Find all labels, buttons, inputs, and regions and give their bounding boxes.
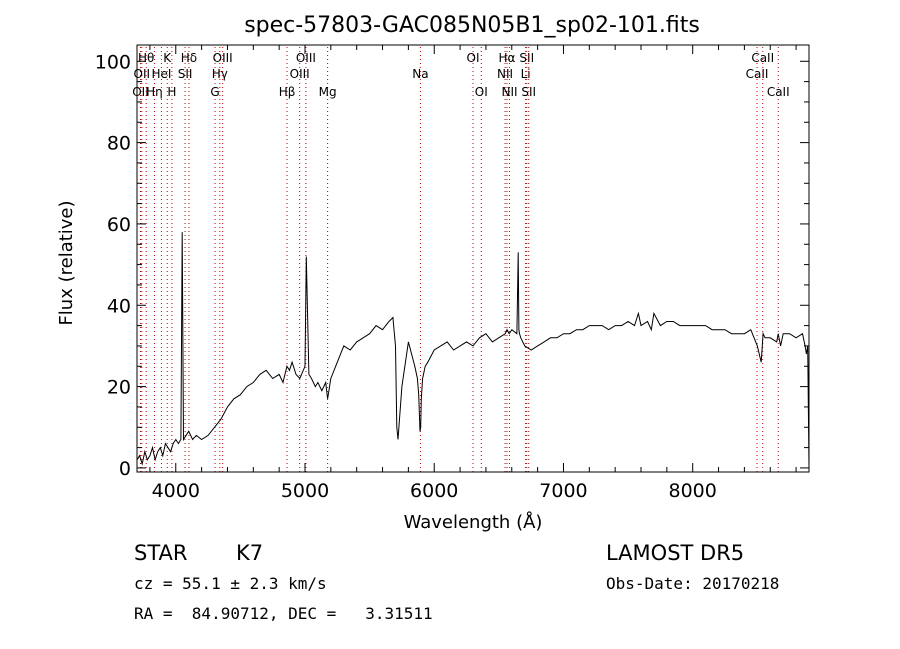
- x-tick-label: 6000: [410, 480, 458, 502]
- survey-name: LAMOST DR5: [606, 541, 745, 565]
- y-axis: 0 20 40 60 80 100: [95, 51, 809, 480]
- line-marker-label: OIII: [290, 67, 310, 81]
- line-marker-label: OII: [134, 67, 151, 81]
- line-marker-label: G: [210, 85, 219, 99]
- line-marker-label: Hγ: [212, 67, 228, 81]
- x-tick-label: 4000: [152, 480, 200, 502]
- line-marker-label: NII: [497, 67, 513, 81]
- y-axis-title: Flux (relative): [56, 200, 77, 325]
- y-tick-label: 80: [107, 133, 131, 155]
- line-marker-label: Na: [412, 67, 428, 81]
- redshift-text: cz = 55.1 ± 2.3 km/s: [134, 574, 327, 593]
- chart-title: spec-57803-GAC085N05B1_sp02-101.fits: [244, 13, 700, 38]
- line-marker-label: OI: [467, 51, 480, 65]
- y-tick-label: 40: [107, 295, 131, 317]
- line-marker-label: CaII: [746, 67, 769, 81]
- object-class: STAR: [134, 541, 188, 565]
- line-marker-label: OIII: [296, 51, 316, 65]
- x-tick-label: 8000: [669, 480, 717, 502]
- line-marker-label: NII: [502, 85, 518, 99]
- coordinates-text: RA = 84.90712, DEC = 3.31511: [134, 604, 433, 623]
- y-tick-label: 0: [119, 458, 131, 480]
- line-marker-label: Hθ: [138, 51, 154, 65]
- line-marker-label: SII: [178, 67, 193, 81]
- spectrum-line: [136, 232, 810, 468]
- y-tick-label: 20: [107, 377, 131, 399]
- x-tick-label: 5000: [281, 480, 329, 502]
- y-tick-label: 100: [95, 51, 131, 73]
- line-marker-label: HeI: [151, 67, 171, 81]
- line-marker-label: Hδ: [181, 51, 197, 65]
- line-marker-label: CaII: [767, 85, 790, 99]
- plot-frame: [136, 44, 810, 473]
- line-marker-label: OII: [132, 85, 149, 99]
- y-tick-label: 60: [107, 214, 131, 236]
- line-marker-label: SII: [519, 51, 534, 65]
- object-subclass: K7: [236, 541, 264, 565]
- line-marker-label: Hη: [146, 85, 163, 99]
- line-marker-label: Hβ: [279, 85, 296, 99]
- line-marker-label: Mg: [319, 85, 337, 99]
- x-axis-title: Wavelength (Å): [404, 511, 543, 533]
- line-marker-label: Li: [521, 67, 531, 81]
- spectral-line-markers: OIIOIIHθHηHeIKHSIIHδGHγOIIIHβOIIIOIIIMgN…: [132, 47, 790, 472]
- line-marker-label: K: [163, 51, 172, 65]
- line-marker-label: CaII: [751, 51, 774, 65]
- line-marker-label: OIII: [213, 51, 233, 65]
- line-marker-label: OI: [475, 85, 488, 99]
- x-axis: 4000 5000 6000 7000 8000: [149, 45, 797, 502]
- line-marker-label: Hα: [499, 51, 516, 65]
- line-marker-label: H: [167, 85, 176, 99]
- obs-date-text: Obs-Date: 20170218: [606, 574, 780, 593]
- line-marker-label: SII: [521, 85, 536, 99]
- x-tick-label: 7000: [539, 480, 587, 502]
